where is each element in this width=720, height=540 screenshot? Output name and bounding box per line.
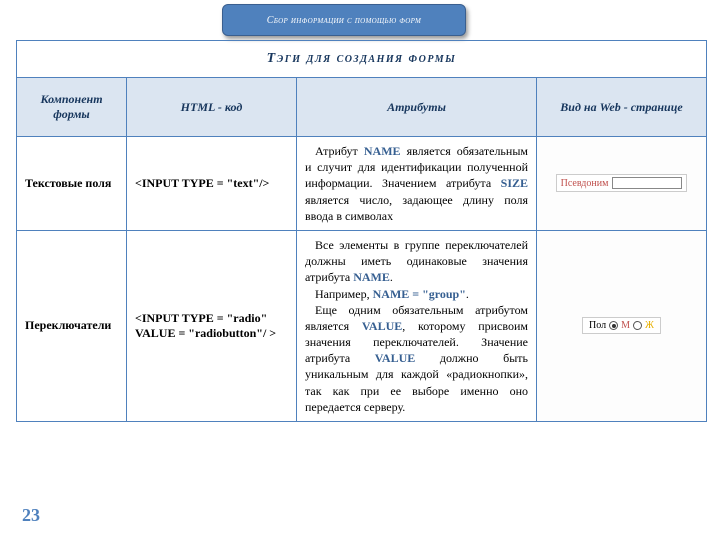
col-header-attributes: Атрибуты <box>297 78 537 137</box>
col-header-preview: Вид на Web - странице <box>537 78 707 137</box>
table-title: Тэги для создания формы <box>17 41 707 78</box>
preview-cell: Пол М Ж <box>537 230 707 421</box>
attributes-cell: Все элементы в группе переключателей дол… <box>297 230 537 421</box>
col-header-code: HTML - код <box>127 78 297 137</box>
page-number: 23 <box>22 505 40 526</box>
form-tags-table: Тэги для создания формы Компонент формы … <box>16 40 707 422</box>
table-row: Текстовые поля <INPUT TYPE = "text"/> Ат… <box>17 137 707 231</box>
attributes-cell: Атрибут NAME является обязательным и слу… <box>297 137 537 231</box>
banner-title: Сбор информации с помощью форм <box>222 4 466 36</box>
component-cell: Текстовые поля <box>17 137 127 231</box>
radio-option-zh: Ж <box>645 320 654 331</box>
code-cell: <INPUT TYPE = "radio" VALUE = "radiobutt… <box>127 230 297 421</box>
table-header-row: Компонент формы HTML - код Атрибуты Вид … <box>17 78 707 137</box>
col-header-component: Компонент формы <box>17 78 127 137</box>
code-cell: <INPUT TYPE = "text"/> <box>127 137 297 231</box>
preview-label: Пол <box>589 320 606 331</box>
preview-cell: Псевдоним <box>537 137 707 231</box>
text-input-preview: Псевдоним <box>556 174 688 192</box>
component-cell: Переключатели <box>17 230 127 421</box>
table-title-row: Тэги для создания формы <box>17 41 707 78</box>
preview-text-field <box>612 177 682 189</box>
radio-icon <box>609 321 618 330</box>
preview-label: Псевдоним <box>561 178 609 189</box>
radio-option-m: М <box>621 320 630 331</box>
radio-preview: Пол М Ж <box>582 317 661 334</box>
radio-icon <box>633 321 642 330</box>
table-row: Переключатели <INPUT TYPE = "radio" VALU… <box>17 230 707 421</box>
